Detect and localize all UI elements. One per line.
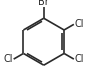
Text: Cl: Cl bbox=[74, 54, 84, 64]
Text: Br: Br bbox=[38, 0, 49, 6]
Text: Cl: Cl bbox=[4, 54, 13, 64]
Text: Cl: Cl bbox=[74, 19, 84, 29]
